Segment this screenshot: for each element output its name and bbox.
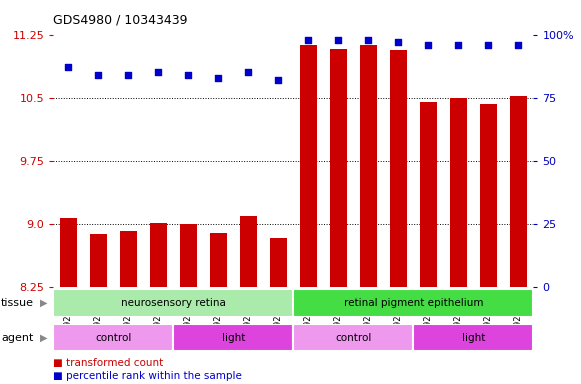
Text: ▶: ▶ bbox=[40, 333, 48, 343]
Point bbox=[514, 41, 523, 48]
Bar bbox=[390, 50, 407, 287]
Bar bbox=[300, 45, 317, 287]
Text: ■ transformed count: ■ transformed count bbox=[53, 358, 164, 368]
Point bbox=[244, 70, 253, 76]
Bar bbox=[360, 45, 376, 287]
Bar bbox=[210, 233, 227, 287]
Text: tissue: tissue bbox=[1, 298, 34, 308]
Text: control: control bbox=[335, 333, 372, 343]
Point bbox=[94, 72, 103, 78]
Point bbox=[484, 41, 493, 48]
Bar bbox=[414, 324, 533, 351]
Bar bbox=[53, 324, 174, 351]
Bar bbox=[330, 49, 347, 287]
Text: retinal pigment epithelium: retinal pigment epithelium bbox=[343, 298, 483, 308]
Text: ■ percentile rank within the sample: ■ percentile rank within the sample bbox=[53, 371, 242, 381]
Point bbox=[424, 41, 433, 48]
Bar bbox=[270, 238, 286, 287]
Point bbox=[304, 36, 313, 43]
Point bbox=[124, 72, 133, 78]
Text: light: light bbox=[222, 333, 245, 343]
Bar bbox=[53, 289, 293, 317]
Bar bbox=[240, 216, 257, 287]
Text: light: light bbox=[462, 333, 485, 343]
Point bbox=[64, 65, 73, 71]
Point bbox=[274, 77, 283, 83]
Point bbox=[184, 72, 193, 78]
Point bbox=[454, 41, 463, 48]
Text: neurosensory retina: neurosensory retina bbox=[121, 298, 226, 308]
Bar bbox=[480, 104, 497, 287]
Bar bbox=[293, 289, 533, 317]
Bar bbox=[90, 234, 107, 287]
Text: control: control bbox=[95, 333, 132, 343]
Point bbox=[364, 36, 373, 43]
Bar bbox=[180, 224, 197, 287]
Text: agent: agent bbox=[1, 333, 34, 343]
Bar bbox=[450, 98, 467, 287]
Text: GDS4980 / 10343439: GDS4980 / 10343439 bbox=[53, 13, 188, 26]
Bar bbox=[293, 324, 414, 351]
Bar bbox=[510, 96, 526, 287]
Point bbox=[394, 39, 403, 45]
Point bbox=[214, 74, 223, 81]
Point bbox=[333, 36, 343, 43]
Text: ▶: ▶ bbox=[40, 298, 48, 308]
Bar bbox=[174, 324, 293, 351]
Bar bbox=[420, 102, 437, 287]
Point bbox=[154, 70, 163, 76]
Bar bbox=[60, 218, 77, 287]
Bar bbox=[150, 223, 167, 287]
Bar bbox=[120, 231, 137, 287]
